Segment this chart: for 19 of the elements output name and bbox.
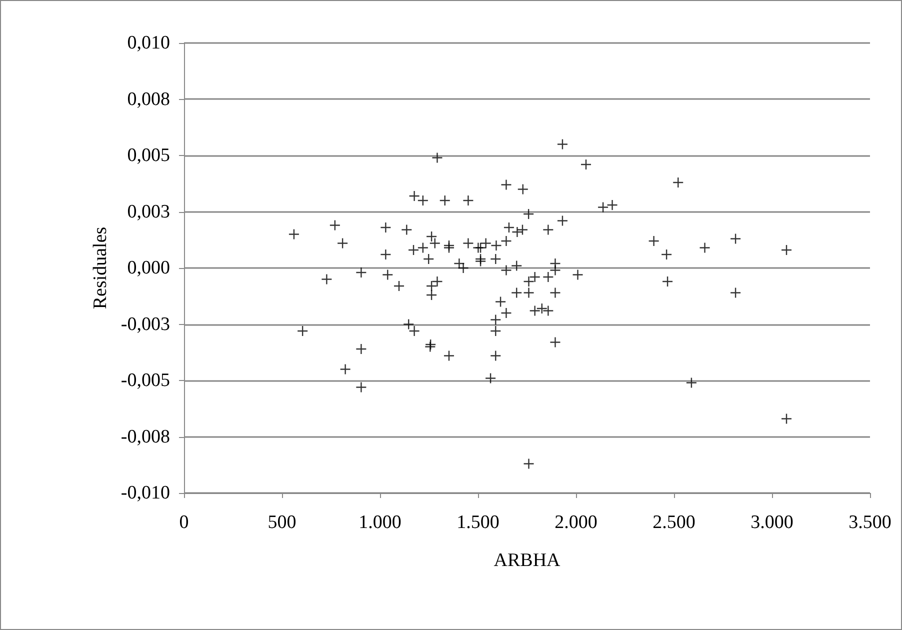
x-tick-label: 0 — [179, 512, 189, 533]
x-axis-title: ARBHA — [494, 550, 561, 571]
y-tick-label: -0,005 — [120, 370, 170, 391]
y-tick-label: -0,003 — [120, 314, 170, 335]
x-tick-label: 1.500 — [456, 512, 500, 533]
y-tick-label: 0,000 — [127, 258, 170, 278]
x-tick-label: 2.500 — [652, 512, 696, 533]
x-tick-label: 1.000 — [358, 512, 402, 533]
y-tick-label: 0,005 — [127, 145, 170, 166]
y-axis-title: Residuales — [90, 226, 112, 310]
y-tick-label: 0,008 — [127, 88, 170, 110]
x-tick-label: 3.000 — [750, 512, 794, 533]
y-tick-label: 0,003 — [127, 201, 170, 222]
x-tick-label: 3.500 — [848, 512, 892, 533]
y-tick-label: -0,008 — [120, 426, 170, 448]
y-tick-label: -0,010 — [120, 482, 170, 504]
x-tick-label: 2.000 — [554, 512, 598, 533]
x-tick-label: 500 — [268, 512, 296, 533]
y-tick-label: 0,010 — [127, 32, 170, 54]
